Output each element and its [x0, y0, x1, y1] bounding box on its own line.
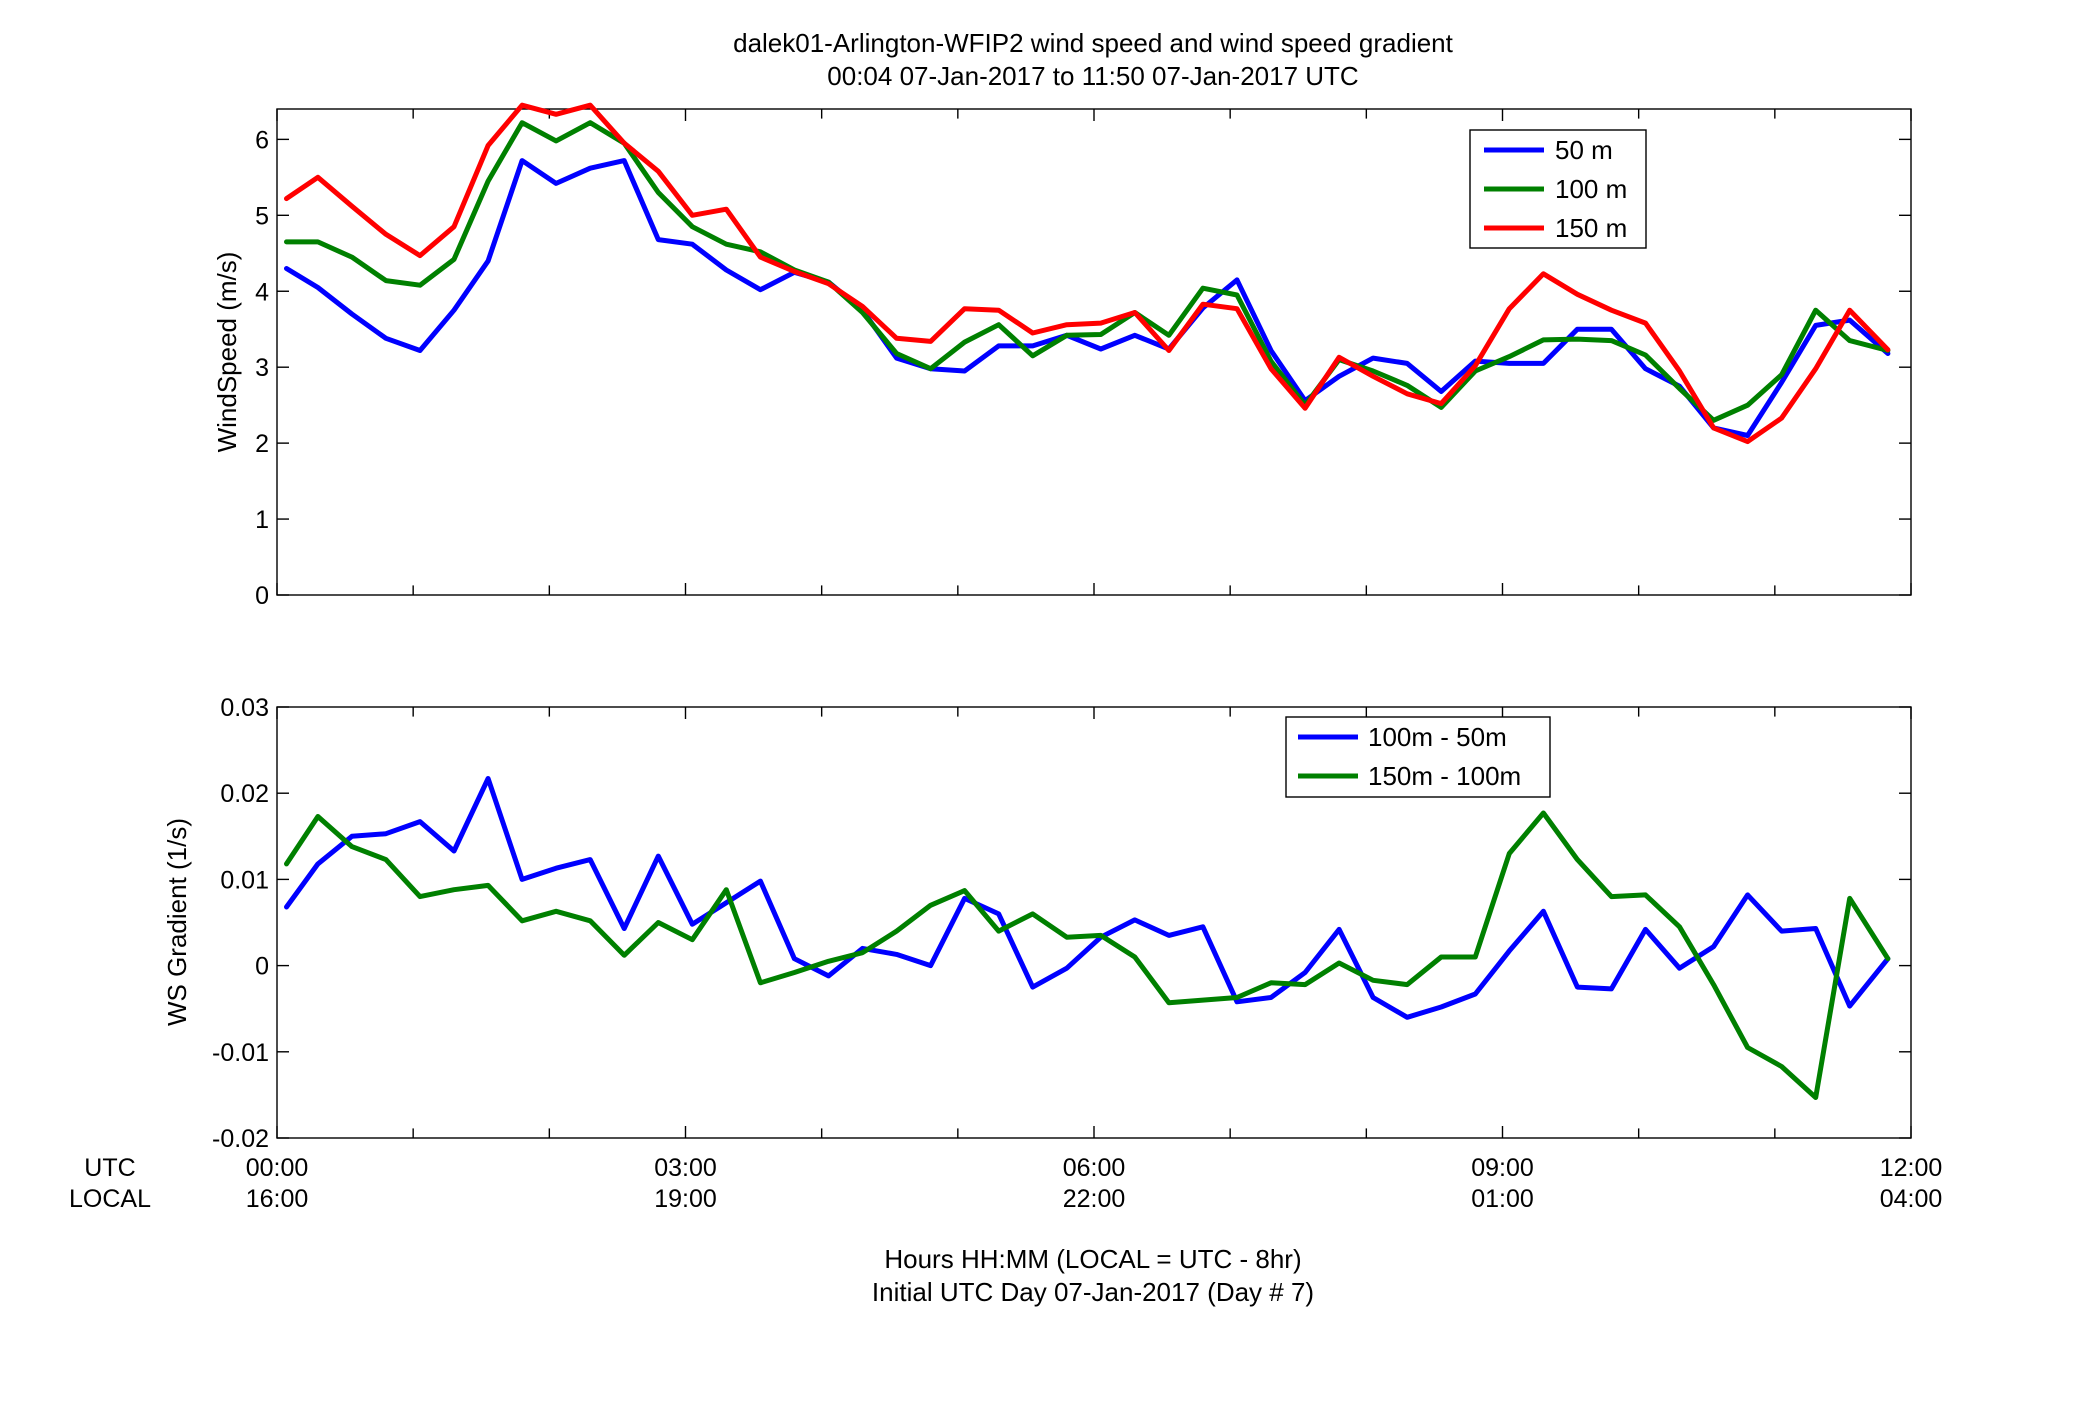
x-axis-label-line1: Hours HH:MM (LOCAL = UTC - 8hr) — [884, 1244, 1301, 1274]
local-tick-label: 16:00 — [246, 1185, 309, 1213]
windspeed-series-50-m — [284, 158, 1891, 438]
windspeed-ytick-label: 6 — [255, 126, 269, 154]
gradient-axes-box — [276, 706, 1912, 1139]
x-axis-label-line2: Initial UTC Day 07-Jan-2017 (Day # 7) — [872, 1277, 1314, 1307]
gradient-ytick-label: 0.02 — [220, 780, 269, 808]
utc-tick-label: 12:00 — [1880, 1154, 1943, 1182]
gradient-ylabel: WS Gradient (1/s) — [162, 818, 192, 1026]
gradient-panel: -0.02 -0.01 0 0.01 0.02 0.03 WS Gradient (1/s… — [162, 694, 1912, 1153]
local-tick-label: 01:00 — [1471, 1185, 1534, 1213]
windspeed-legend: 50 m 100 m 150 m — [1469, 129, 1647, 249]
windspeed-ytick-label: 2 — [255, 430, 269, 458]
gradient-series-150m-100m — [284, 810, 1891, 1100]
utc-tick-label: 03:00 — [654, 1154, 717, 1182]
local-row-label: LOCAL — [69, 1185, 151, 1213]
windspeed-ylabel: WindSpeed (m/s) — [212, 252, 242, 453]
windspeed-ytick-label: 0 — [255, 582, 269, 610]
windspeed-panel: 0 1 2 3 4 5 6 WindSpeed (m/s) 50 m 100 m 150 m — [212, 102, 1912, 610]
x-tick-labels: 00:00 16:00 03:00 19:00 06:00 22:00 09:00 01:00… — [246, 1154, 1943, 1213]
legend-label-150m: 150 m — [1555, 213, 1627, 243]
gradient-ticks: -0.02 -0.01 0 0.01 0.02 0.03 — [212, 694, 1912, 1153]
utc-row-label: UTC — [84, 1154, 135, 1182]
gradient-series-100m-50m — [284, 776, 1891, 1020]
gradient-ytick-label: -0.02 — [212, 1125, 269, 1153]
gradient-ytick-label: 0.03 — [220, 694, 269, 722]
gradient-legend-box — [1285, 716, 1551, 798]
chart-title-line2: 00:04 07-Jan-2017 to 11:50 07-Jan-2017 U… — [827, 61, 1358, 91]
legend-label-50m: 50 m — [1555, 135, 1613, 165]
utc-tick-label: 06:00 — [1063, 1154, 1126, 1182]
windspeed-ytick-label: 4 — [255, 278, 269, 306]
windspeed-ytick-label: 5 — [255, 202, 269, 230]
x-axis-labels: UTC LOCAL 00:00 16:00 03:00 19:00 06:00 22:00… — [69, 1154, 1942, 1307]
chart-title-line1: dalek01-Arlington-WFIP2 wind speed and w… — [733, 28, 1454, 58]
local-tick-label: 22:00 — [1063, 1185, 1126, 1213]
gradient-ytick-label: -0.01 — [212, 1039, 269, 1067]
windspeed-ticks: 0 1 2 3 4 5 6 — [255, 109, 1912, 610]
windspeed-ytick-label: 3 — [255, 354, 269, 382]
gradient-ytick-label: 0 — [255, 953, 269, 981]
legend-label-100m-50m: 100m - 50m — [1368, 722, 1507, 752]
gradient-legend: 100m - 50m 150m - 100m — [1285, 716, 1551, 798]
windspeed-ytick-label: 1 — [255, 506, 269, 534]
utc-tick-label: 00:00 — [246, 1154, 309, 1182]
local-tick-label: 04:00 — [1880, 1185, 1943, 1213]
utc-tick-label: 09:00 — [1471, 1154, 1534, 1182]
windspeed-series-150-m — [284, 102, 1891, 445]
gradient-ytick-label: 0.01 — [220, 866, 269, 894]
legend-label-150m-100m: 150m - 100m — [1368, 761, 1521, 791]
legend-label-100m: 100 m — [1555, 174, 1627, 204]
gradient-lines — [284, 776, 1891, 1100]
windspeed-lines — [284, 102, 1891, 445]
local-tick-label: 19:00 — [654, 1185, 717, 1213]
windspeed-series-100-m — [284, 120, 1891, 423]
